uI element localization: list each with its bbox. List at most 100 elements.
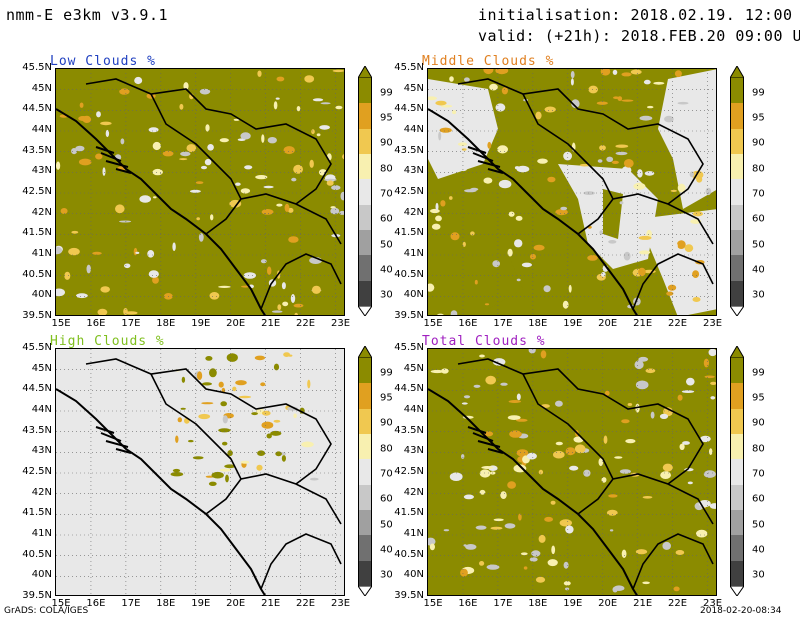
cloud-blotch [233,118,240,121]
cloud-blotch [261,209,274,215]
legend-swatch [358,484,372,510]
color-legend: 99 95 90 80 70 60 50 40 30 [358,66,393,316]
cloud-blotch [483,69,494,75]
cloud-blotch [675,550,685,555]
legend-label: 30 [752,289,765,301]
legend-swatch [730,358,744,384]
cloud-blotch [461,454,465,459]
cloud-blotch [612,69,618,75]
cloud-blotch [501,87,508,95]
country-border [457,358,704,485]
cloud-blotch [540,350,547,359]
latitude-label: 40.5N [394,548,424,560]
cloud-blotch [201,402,214,405]
legend-label: 40 [380,264,393,276]
legend-label: 90 [380,417,393,429]
island [95,146,132,174]
cloud-blotch [461,402,468,405]
cloud-blotch [673,586,680,592]
cloud-blotch [530,253,536,260]
legend-label: 50 [380,239,393,251]
longitude-label: 22E [668,318,688,329]
cloud-blotch [489,564,493,569]
model-label: nmm-E e3km v3.9.1 [6,6,169,24]
cloud-cover-map [427,348,717,596]
cloud-blotch [60,208,68,214]
footer-right: 2018-02-20-08:34 [700,606,782,616]
legend-arrow-top [358,346,372,358]
cloud-blotch [551,545,556,555]
cloud-blotch [600,69,611,76]
cloud-blotch [533,244,545,251]
cloud-blotch [290,294,296,303]
cloud-blotch [537,158,548,164]
legend-label: 70 [752,468,765,480]
latitude-label: 40N [31,569,52,581]
cloud-blotch [692,270,700,278]
cloud-blotch [192,456,204,460]
cloud-blotch [75,145,85,152]
legend-swatch [730,535,744,561]
legend-arrow-top [358,66,372,78]
cloud-blotch [593,175,602,181]
cloud-blotch [642,496,653,499]
cloud-blotch [276,203,283,207]
latitude-label: 39.5N [394,310,424,321]
cloud-blotch [260,259,267,264]
cloud-blotch [277,304,282,311]
legend-label: 40 [752,544,765,556]
cloud-blotch [254,355,266,361]
legend-label: 99 [380,367,393,379]
longitude-label: 23E [330,598,351,609]
longitude-label: 22E [296,598,316,609]
cloud-blotch [273,101,278,110]
cloud-blotch [218,428,231,433]
country-border [522,373,614,480]
cloud-blotch [535,576,546,583]
valid-label: valid: (+21h): 2018.FEB.20 09:00 UTC [478,27,800,45]
coastline [56,108,266,315]
legend-swatch [358,383,372,409]
cloud-blotch [639,115,653,121]
cloud-blotch [283,146,295,155]
cloud-blotch [638,235,652,240]
cloud-blotch [625,439,636,444]
latitude-label: 45.5N [22,342,52,353]
legend-swatch [358,128,372,154]
legend-label: 80 [752,163,765,175]
cloud-blotch [198,413,211,420]
cloud-blotch [204,158,212,166]
cloud-blotch [673,242,678,251]
cloud-blotch [201,165,207,170]
cloud-blotch [283,352,290,357]
cloud-blotch [205,124,210,132]
legend-arrow-bottom [730,586,744,596]
cloud-blotch [535,111,542,120]
cloud-blotch [189,189,201,193]
legend-swatch [358,358,372,384]
legend-arrow-bottom [730,306,744,316]
cloud-blotch [443,529,450,532]
cloud-blotch [544,516,553,522]
panel-total-clouds: Total Clouds % 45.5N 45N 44.5N 44N 43.5N 43N 42… [372,334,765,636]
cloud-blotch [599,230,603,236]
init-label: initialisation: 2018.02.19. 12:00 UTC [478,6,800,24]
cloud-blotch [493,518,504,522]
cloud-blotch [574,444,586,454]
cloud-blotch [240,460,250,464]
cloud-blotch [251,412,258,416]
cloud-blotch [504,523,516,529]
cloud-blotch [645,368,656,374]
latitude-label: 42.5N [394,186,424,197]
latitude-label: 43.5N [22,144,52,156]
legend-label: 99 [752,367,765,379]
cloud-blotch [429,543,435,551]
country-border [150,93,242,200]
legend-label: 70 [380,188,393,200]
cloud-blotch [563,151,572,161]
cloud-blotch [531,550,541,557]
cloud-blotch [559,519,572,527]
cloud-blotch [498,179,512,189]
cloud-blotch [547,176,556,183]
cloud-blotch [312,98,324,102]
